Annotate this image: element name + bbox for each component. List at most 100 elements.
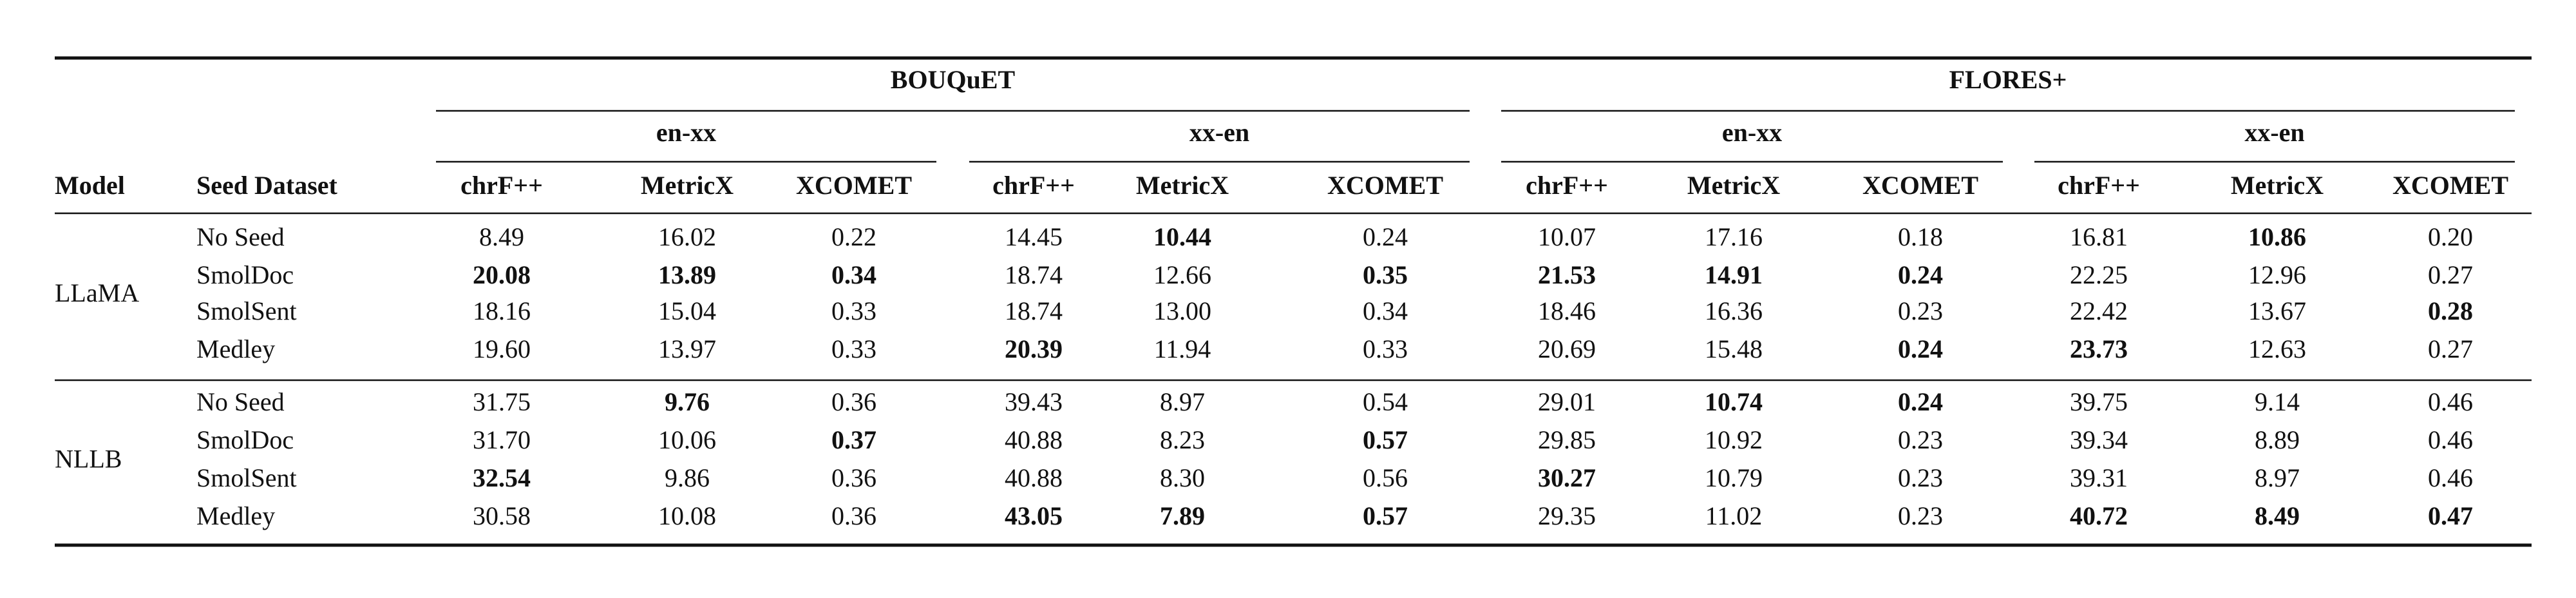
- metric-header: XCOMET: [1862, 171, 1978, 200]
- cell: 12.66: [1153, 260, 1211, 289]
- cell: 14.91: [1705, 260, 1763, 289]
- cell: 16.02: [658, 222, 716, 251]
- cell: 0.57: [1363, 501, 1408, 530]
- metric-header: chrF++: [1526, 171, 1608, 200]
- cell: 10.44: [1153, 222, 1211, 251]
- cell: 8.49: [2255, 501, 2300, 530]
- metric-header: MetricX: [1687, 171, 1780, 200]
- subgroup-header: en-xx: [1722, 118, 1782, 147]
- cell: 29.35: [1538, 501, 1596, 530]
- cell: 0.33: [831, 334, 876, 363]
- seed-name: SmolSent: [196, 463, 297, 492]
- cell: 13.97: [658, 334, 716, 363]
- model-name: NLLB: [55, 445, 122, 474]
- cell: 10.74: [1705, 387, 1763, 416]
- cell: 0.22: [831, 222, 876, 251]
- cell: 0.23: [1898, 463, 1943, 492]
- cell: 40.88: [1005, 425, 1063, 454]
- cell: 14.45: [1005, 222, 1063, 251]
- cell: 10.92: [1705, 425, 1763, 454]
- cell: 12.96: [2248, 260, 2306, 289]
- cell: 9.14: [2255, 387, 2300, 416]
- cell: 18.16: [473, 296, 531, 325]
- metric-header: MetricX: [1136, 171, 1229, 200]
- cell: 18.74: [1005, 260, 1063, 289]
- cell: 13.00: [1153, 296, 1211, 325]
- seed-name: SmolDoc: [196, 425, 294, 454]
- cell: 19.60: [473, 334, 531, 363]
- cell: 0.34: [1363, 296, 1408, 325]
- cell: 0.24: [1898, 260, 1943, 289]
- cell: 0.57: [1363, 425, 1408, 454]
- cell: 10.86: [2248, 222, 2306, 251]
- cell: 8.97: [2255, 463, 2300, 492]
- cell: 8.23: [1160, 425, 1205, 454]
- subgroup-header: en-xx: [656, 118, 716, 147]
- cell: 31.70: [473, 425, 531, 454]
- group-header: FLORES+: [1949, 65, 2067, 94]
- cell: 0.46: [2428, 387, 2473, 416]
- cell: 10.06: [658, 425, 716, 454]
- cell: 0.18: [1898, 222, 1943, 251]
- cell: 20.39: [1005, 334, 1063, 363]
- cell: 0.33: [831, 296, 876, 325]
- cell: 23.73: [2070, 334, 2128, 363]
- cell: 40.72: [2070, 501, 2128, 530]
- cell: 22.42: [2070, 296, 2128, 325]
- cell: 20.08: [473, 260, 531, 289]
- cell: 20.69: [1538, 334, 1596, 363]
- seed-name: Medley: [196, 501, 275, 530]
- cell: 0.34: [831, 260, 876, 289]
- cell: 17.16: [1705, 222, 1763, 251]
- cell: 0.37: [831, 425, 876, 454]
- cell: 21.53: [1538, 260, 1596, 289]
- model-header: Model: [55, 171, 125, 200]
- cell: 15.04: [658, 296, 716, 325]
- cell: 29.01: [1538, 387, 1596, 416]
- seed-name: No Seed: [196, 222, 285, 251]
- cell: 29.85: [1538, 425, 1596, 454]
- cell: 10.07: [1538, 222, 1596, 251]
- cell: 22.25: [2070, 260, 2128, 289]
- cell: 16.36: [1705, 296, 1763, 325]
- metric-header: MetricX: [641, 171, 734, 200]
- cell: 8.89: [2255, 425, 2300, 454]
- cell: 40.88: [1005, 463, 1063, 492]
- cell: 0.27: [2428, 334, 2473, 363]
- metric-header: XCOMET: [1327, 171, 1443, 200]
- metric-header: MetricX: [2231, 171, 2324, 200]
- cell: 0.27: [2428, 260, 2473, 289]
- cell: 9.76: [665, 387, 710, 416]
- cell: 31.75: [473, 387, 531, 416]
- cell: 39.34: [2070, 425, 2128, 454]
- subgroup-header: xx-en: [1189, 118, 1249, 147]
- cell: 0.56: [1363, 463, 1408, 492]
- cell: 13.89: [658, 260, 716, 289]
- cell: 0.24: [1898, 334, 1943, 363]
- subgroup-header: xx-en: [2244, 118, 2304, 147]
- metric-header: chrF++: [992, 171, 1075, 200]
- cell: 30.58: [473, 501, 531, 530]
- cell: 0.35: [1363, 260, 1408, 289]
- seed-header: Seed Dataset: [196, 171, 338, 200]
- seed-name: SmolDoc: [196, 260, 294, 289]
- cell: 7.89: [1160, 501, 1205, 530]
- metric-header: chrF++: [460, 171, 543, 200]
- seed-name: Medley: [196, 334, 275, 363]
- cell: 39.31: [2070, 463, 2128, 492]
- seed-name: No Seed: [196, 387, 285, 416]
- cell: 10.79: [1705, 463, 1763, 492]
- cell: 12.63: [2248, 334, 2306, 363]
- cell: 39.43: [1005, 387, 1063, 416]
- group-header: BOUQuET: [891, 65, 1016, 94]
- cell: 18.46: [1538, 296, 1596, 325]
- cell: 0.46: [2428, 425, 2473, 454]
- cell: 39.75: [2070, 387, 2128, 416]
- cell: 32.54: [473, 463, 531, 492]
- cell: 0.23: [1898, 296, 1943, 325]
- cell: 0.36: [831, 501, 876, 530]
- cell: 0.36: [831, 463, 876, 492]
- cell: 8.97: [1160, 387, 1205, 416]
